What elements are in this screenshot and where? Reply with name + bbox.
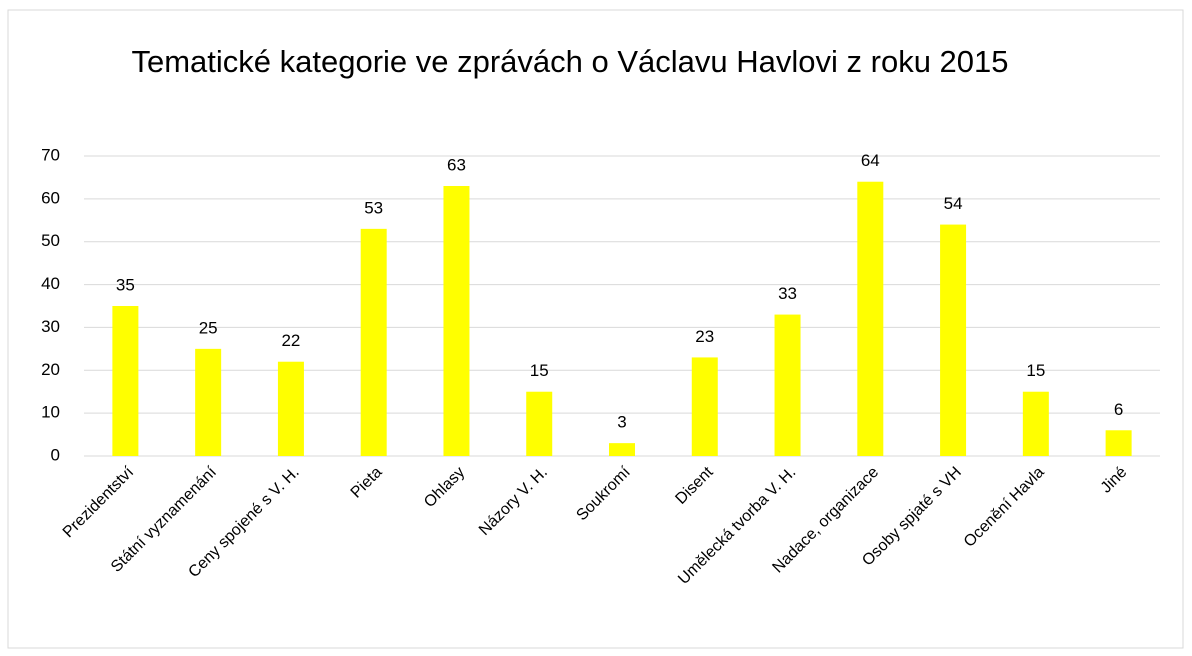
bar <box>940 224 967 456</box>
data-label: 22 <box>281 331 300 350</box>
y-tick-label: 10 <box>41 403 60 422</box>
bar <box>1105 430 1132 456</box>
y-tick-label: 50 <box>41 231 60 250</box>
data-label: 3 <box>617 413 626 432</box>
x-tick-label: Ohlasy <box>421 464 468 511</box>
chart-title: Tematické kategorie ve zprávách o Václav… <box>131 44 1009 79</box>
bar <box>112 306 139 456</box>
y-tick-label: 20 <box>41 360 60 379</box>
bar <box>609 443 635 456</box>
bar <box>691 357 718 456</box>
data-label: 64 <box>861 151 880 170</box>
chart-frame <box>7 9 1184 649</box>
bar <box>1022 391 1049 456</box>
data-label: 63 <box>447 155 466 174</box>
bar <box>857 181 884 456</box>
x-tick-label: Jiné <box>1098 464 1131 497</box>
bar <box>195 348 222 456</box>
data-label: 15 <box>1026 361 1045 380</box>
y-tick-label: 40 <box>41 274 60 293</box>
data-label: 53 <box>364 198 383 217</box>
data-label: 35 <box>116 275 135 294</box>
x-tick-label: Soukromí <box>573 463 634 524</box>
y-tick-label: 0 <box>51 445 60 464</box>
y-tick-label: 30 <box>41 317 60 336</box>
x-tick-label: Prezidentství <box>60 463 138 541</box>
x-tick-label: Pieta <box>348 464 386 502</box>
x-tick-label: Ocenění Havla <box>961 464 1048 551</box>
bar <box>526 391 553 456</box>
data-label: 25 <box>199 318 218 337</box>
x-tick-label: Názory V. H. <box>476 464 551 539</box>
data-label: 23 <box>695 327 714 346</box>
y-tick-label: 60 <box>41 188 60 207</box>
data-label: 15 <box>530 361 549 380</box>
data-label: 6 <box>1114 400 1123 419</box>
data-label: 54 <box>944 194 963 213</box>
x-tick-label: Disent <box>672 463 716 507</box>
y-tick-label: 70 <box>41 145 60 164</box>
data-label: 33 <box>778 284 797 303</box>
bar <box>360 228 387 456</box>
bar <box>277 361 304 456</box>
bar <box>443 186 470 456</box>
bar <box>774 314 801 456</box>
